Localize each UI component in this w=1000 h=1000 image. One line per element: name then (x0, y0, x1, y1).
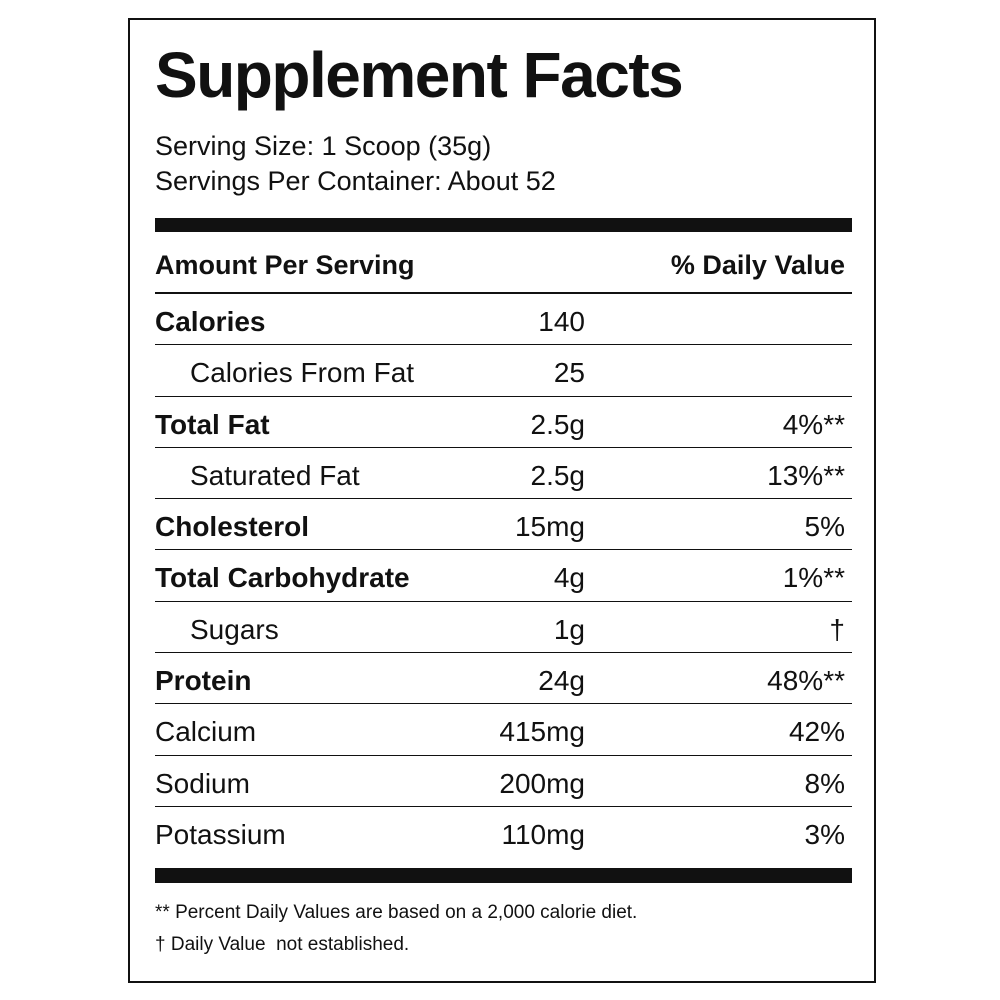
row: Calcium 415mg 42% (155, 704, 852, 756)
nutrient-table: Calories 140 Calories From Fat 25 Total Fa… (155, 292, 852, 857)
daily-value: 5% (804, 511, 845, 543)
footnote: † Daily Value not established. (155, 934, 410, 955)
label-border (128, 18, 876, 983)
header-daily-value: % Daily Value (670, 250, 845, 280)
nutrient: Saturated Fat (190, 459, 360, 491)
amount: 110mg (501, 818, 585, 850)
amount: 1g (553, 613, 585, 645)
row: Protein 24g 48%** (155, 653, 852, 705)
amount: 24g (538, 665, 585, 697)
daily-value: 8% (804, 767, 845, 799)
daily-value: 3% (804, 818, 845, 850)
nutrient: Total Fat (155, 408, 270, 440)
amount: 415mg (499, 716, 585, 748)
row: Cholesterol 15mg 5% (155, 499, 852, 551)
serving-size: Serving Size: 1 Scoop (35g) (155, 131, 492, 161)
row: Sodium 200mg 8% (155, 756, 852, 807)
row: Calories From Fat 25 (155, 345, 852, 397)
thick-rule (155, 218, 852, 232)
header-amount: Amount Per Serving (155, 250, 415, 280)
row: Total Carbohydrate 4g 1%** (155, 550, 852, 602)
amount: 200mg (499, 767, 585, 799)
amount: 25 (553, 357, 585, 389)
row: Potassium 110mg 3% (155, 807, 852, 857)
nutrient: Calcium (155, 716, 257, 748)
daily-value: 42% (788, 716, 845, 748)
amount: 15mg (514, 511, 585, 543)
nutrient: Sodium (155, 767, 250, 799)
daily-value: † (829, 613, 845, 645)
row: Saturated Fat 2.5g 13%** (155, 448, 852, 500)
nutrient: Total Carbohydrate (155, 562, 410, 594)
amount: 4g (553, 562, 585, 594)
nutrient: Potassium (155, 818, 286, 850)
row: Calories 140 (155, 294, 852, 346)
nutrient: Calories (155, 306, 266, 337)
daily-value: 1%** (782, 562, 845, 594)
daily-value: 13%** (767, 459, 845, 491)
row: Sugars 1g † (155, 602, 852, 654)
nutrient: Sugars (190, 613, 279, 645)
servings-per-container: Servings Per Container: About 52 (155, 166, 556, 196)
row: Total Fat 2.5g 4%** (155, 397, 852, 448)
thick-rule (155, 868, 852, 883)
nutrient: Cholesterol (155, 511, 310, 543)
amount: 2.5g (530, 408, 586, 440)
amount: 140 (538, 306, 585, 337)
nutrient: Protein (155, 665, 252, 697)
amount: 2.5g (530, 459, 586, 491)
daily-value: 48%** (767, 665, 845, 697)
nutrient: Calories From Fat (190, 357, 415, 389)
daily-value: 4%** (782, 408, 845, 440)
footnote: ** Percent Daily Values are based on a 2… (155, 902, 638, 923)
title: Supplement Facts (155, 39, 684, 111)
